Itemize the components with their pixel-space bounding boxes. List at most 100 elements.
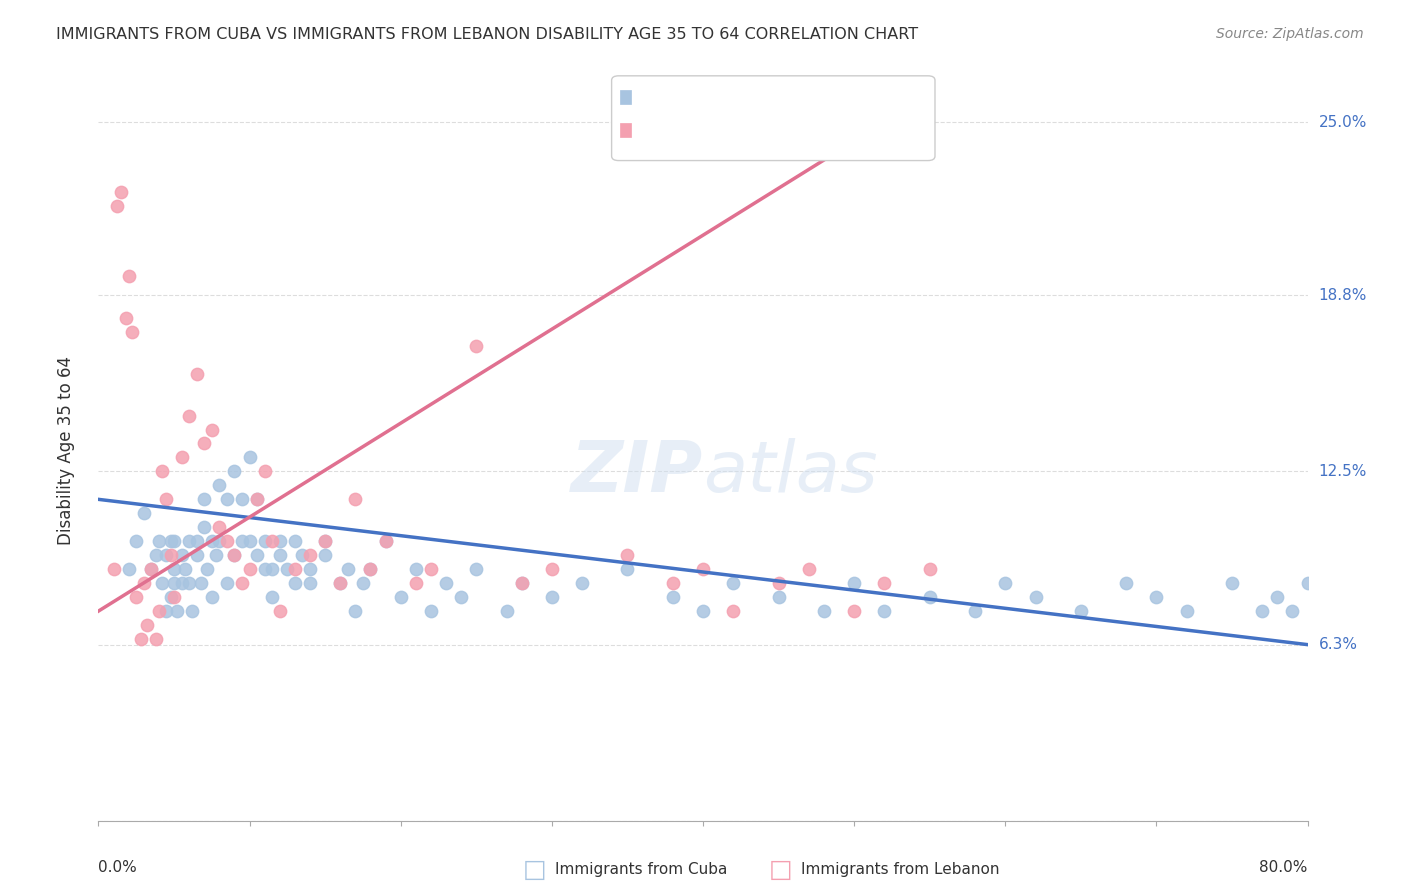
Point: [262, 562, 284, 576]
Point: [186, 534, 208, 549]
Point: [1024, 590, 1046, 604]
Text: Immigrants from Lebanon: Immigrants from Lebanon: [801, 863, 1000, 877]
Point: [616, 548, 638, 562]
Point: [150, 464, 173, 478]
Point: [918, 590, 941, 604]
Point: [181, 604, 204, 618]
Point: [284, 562, 307, 576]
Point: [170, 450, 193, 465]
Point: [510, 576, 533, 591]
Point: [692, 562, 714, 576]
Text: 25.0%: 25.0%: [1319, 115, 1367, 129]
Point: [201, 534, 224, 549]
Point: [723, 604, 745, 618]
Point: [965, 604, 987, 618]
Point: [465, 339, 488, 353]
Point: [540, 562, 562, 576]
Point: [329, 576, 352, 591]
Point: [314, 548, 336, 562]
Point: [873, 604, 896, 618]
Point: [125, 534, 148, 549]
Point: [190, 576, 212, 591]
Point: [145, 548, 167, 562]
Point: [193, 492, 215, 507]
Point: [224, 464, 246, 478]
Point: [1267, 590, 1289, 604]
Point: [160, 590, 183, 604]
Point: [768, 590, 790, 604]
Point: [166, 604, 188, 618]
Y-axis label: Disability Age 35 to 64: Disability Age 35 to 64: [56, 356, 75, 545]
Point: [224, 548, 246, 562]
Point: [179, 409, 201, 423]
Point: [105, 199, 128, 213]
Point: [148, 604, 170, 618]
Point: [208, 534, 231, 549]
Point: [1070, 604, 1092, 618]
Point: [215, 576, 238, 591]
Point: [873, 576, 896, 591]
Text: 0.0%: 0.0%: [98, 860, 138, 874]
Point: [616, 562, 638, 576]
Text: □: □: [523, 858, 546, 881]
Point: [360, 562, 382, 576]
Text: □: □: [769, 858, 792, 881]
Point: [239, 534, 262, 549]
Text: 12.5%: 12.5%: [1319, 464, 1367, 479]
Point: [114, 310, 136, 325]
Point: [186, 367, 208, 381]
Point: [110, 185, 132, 199]
Point: [1115, 576, 1137, 591]
Point: [540, 590, 562, 604]
Text: ZIP: ZIP: [571, 438, 703, 508]
Text: N =: N =: [766, 122, 800, 136]
Point: [1144, 590, 1167, 604]
Text: atlas: atlas: [703, 438, 877, 508]
Point: [118, 268, 141, 283]
Point: [155, 604, 177, 618]
Point: [420, 604, 443, 618]
Point: [155, 548, 177, 562]
Point: [141, 562, 163, 576]
Point: [155, 492, 177, 507]
Text: N =: N =: [766, 89, 800, 103]
Point: [374, 534, 396, 549]
Point: [118, 562, 141, 576]
Point: [195, 562, 218, 576]
Point: [329, 576, 352, 591]
Point: [336, 562, 359, 576]
Point: [844, 604, 866, 618]
Point: [231, 576, 253, 591]
Point: [1281, 604, 1303, 618]
Point: [299, 576, 322, 591]
Text: R =: R =: [636, 89, 669, 103]
Point: [299, 562, 322, 576]
Text: 80.0%: 80.0%: [1260, 860, 1308, 874]
Point: [160, 548, 183, 562]
Point: [262, 590, 284, 604]
Point: [170, 576, 193, 591]
Point: [692, 604, 714, 618]
Point: [163, 590, 186, 604]
Point: [239, 562, 262, 576]
Point: [201, 590, 224, 604]
Point: [148, 534, 170, 549]
Point: [405, 576, 427, 591]
Point: [201, 423, 224, 437]
Text: Immigrants from Cuba: Immigrants from Cuba: [555, 863, 728, 877]
Point: [314, 534, 336, 549]
Point: [253, 534, 276, 549]
Point: [344, 492, 367, 507]
Point: [253, 562, 276, 576]
Point: [661, 576, 683, 591]
Text: 6.3%: 6.3%: [1319, 637, 1358, 652]
Point: [141, 562, 163, 576]
Point: [170, 548, 193, 562]
Point: [186, 548, 208, 562]
Text: IMMIGRANTS FROM CUBA VS IMMIGRANTS FROM LEBANON DISABILITY AGE 35 TO 64 CORRELAT: IMMIGRANTS FROM CUBA VS IMMIGRANTS FROM …: [56, 27, 918, 42]
Point: [434, 576, 457, 591]
Point: [813, 604, 835, 618]
Point: [269, 548, 291, 562]
Point: [269, 604, 291, 618]
Point: [173, 562, 195, 576]
